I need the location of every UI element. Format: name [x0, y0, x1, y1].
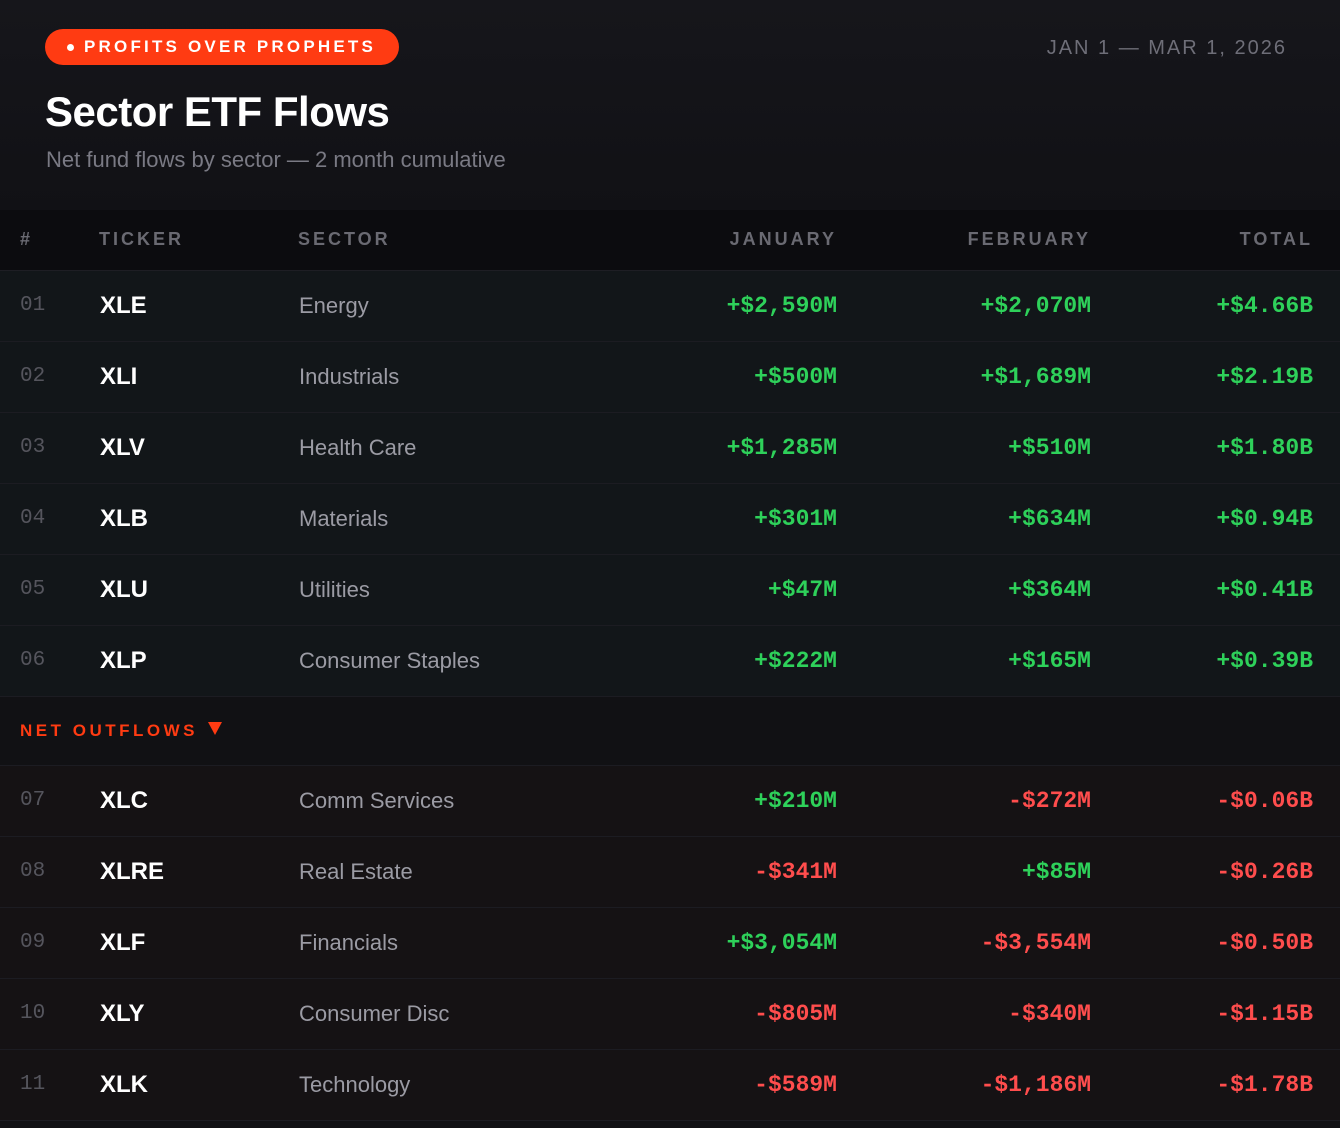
table-row: 05 XLU Utilities +$47M +$364M +$0.41B: [0, 554, 1340, 626]
column-header-january: JANUARY: [638, 210, 839, 271]
january-value: +$210M: [638, 765, 839, 837]
january-value: +$222M: [638, 625, 839, 697]
february-value: +$2,070M: [839, 270, 1091, 342]
january-value: -$589M: [638, 1049, 839, 1121]
flows-table: # TICKER SECTOR JANUARY FEBRUARY TOTAL 0…: [0, 210, 1340, 1121]
table-row: 07 XLC Comm Services +$210M -$272M -$0.06B: [0, 765, 1340, 837]
total-value: +$1.80B: [1091, 412, 1340, 484]
net-outflows-label: NET OUTFLOWS: [20, 720, 198, 740]
ticker-cell: XLF: [99, 907, 298, 979]
header: PROFITS OVER PROPHETS JAN 1 — MAR 1, 202…: [0, 0, 1340, 210]
table-row: 01 XLE Energy +$2,590M +$2,070M +$4.66B: [0, 270, 1340, 342]
rank-cell: 03: [0, 412, 99, 484]
january-value: -$341M: [638, 836, 839, 908]
february-value: -$1,186M: [839, 1049, 1091, 1121]
date-range: JAN 1 — MAR 1, 2026: [1046, 37, 1287, 59]
rank-cell: 01: [0, 270, 99, 342]
february-value: -$340M: [839, 978, 1091, 1050]
total-value: +$0.39B: [1091, 625, 1340, 697]
sector-cell: Industrials: [298, 341, 638, 413]
table-header-row: # TICKER SECTOR JANUARY FEBRUARY TOTAL: [0, 210, 1340, 271]
february-value: +$165M: [839, 625, 1091, 697]
ticker-cell: XLI: [99, 341, 298, 413]
rank-cell: 05: [0, 554, 99, 626]
total-value: -$0.06B: [1091, 765, 1340, 837]
ticker-cell: XLB: [99, 483, 298, 555]
brand-badge: PROFITS OVER PROPHETS: [45, 29, 400, 65]
section-divider: NET OUTFLOWS: [0, 696, 1340, 766]
sector-cell: Materials: [298, 483, 638, 555]
january-value: +$1,285M: [638, 412, 839, 484]
dot-icon: [67, 43, 74, 51]
rank-cell: 06: [0, 625, 99, 697]
column-header-rank: #: [0, 210, 99, 271]
net-outflows-section: NET OUTFLOWS: [0, 696, 1340, 766]
table-row: 10 XLY Consumer Disc -$805M -$340M -$1.15B: [0, 978, 1340, 1050]
february-value: -$3,554M: [839, 907, 1091, 979]
sector-cell: Consumer Staples: [298, 625, 638, 697]
sector-cell: Consumer Disc: [298, 978, 638, 1050]
total-value: +$2.19B: [1091, 341, 1340, 413]
table-body: 01 XLE Energy +$2,590M +$2,070M +$4.66B 02 XLI I…: [0, 270, 1340, 1121]
january-value: +$3,054M: [638, 907, 839, 979]
february-value: +$364M: [839, 554, 1091, 626]
sector-cell: Utilities: [298, 554, 638, 626]
january-value: -$805M: [638, 978, 839, 1050]
ticker-cell: XLC: [99, 765, 298, 837]
february-value: +$510M: [839, 412, 1091, 484]
table-row: 06 XLP Consumer Staples +$222M +$165M +$0.39B: [0, 625, 1340, 697]
january-value: +$47M: [638, 554, 839, 626]
rank-cell: 04: [0, 483, 99, 555]
page-title: Sector ETF Flows: [45, 88, 390, 135]
ticker-cell: XLK: [99, 1049, 298, 1121]
table-row: 09 XLF Financials +$3,054M -$3,554M -$0.50B: [0, 907, 1340, 979]
ticker-cell: XLV: [99, 412, 298, 484]
column-header-february: FEBRUARY: [839, 210, 1091, 271]
rank-cell: 07: [0, 765, 99, 837]
rank-cell: 02: [0, 341, 99, 413]
total-value: +$0.41B: [1091, 554, 1340, 626]
february-value: -$272M: [839, 765, 1091, 837]
february-value: +$85M: [839, 836, 1091, 908]
total-value: -$1.15B: [1091, 978, 1340, 1050]
sector-cell: Real Estate: [298, 836, 638, 908]
january-value: +$2,590M: [638, 270, 839, 342]
table-row: 04 XLB Materials +$301M +$634M +$0.94B: [0, 483, 1340, 555]
january-value: +$301M: [638, 483, 839, 555]
down-triangle-icon: [207, 721, 222, 735]
table-row: 11 XLK Technology -$589M -$1,186M -$1.78B: [0, 1049, 1340, 1121]
sector-cell: Comm Services: [298, 765, 638, 837]
sector-cell: Health Care: [298, 412, 638, 484]
table-row: 03 XLV Health Care +$1,285M +$510M +$1.80B: [0, 412, 1340, 484]
rank-cell: 09: [0, 907, 99, 979]
total-value: -$0.26B: [1091, 836, 1340, 908]
column-header-total: TOTAL: [1091, 210, 1340, 271]
column-header-ticker: TICKER: [99, 210, 298, 271]
column-header-sector: SECTOR: [298, 210, 638, 271]
total-value: -$0.50B: [1091, 907, 1340, 979]
ticker-cell: XLY: [99, 978, 298, 1050]
rank-cell: 10: [0, 978, 99, 1050]
total-value: +$4.66B: [1091, 270, 1340, 342]
rank-cell: 11: [0, 1049, 99, 1121]
ticker-cell: XLRE: [99, 836, 298, 908]
table-row: 02 XLI Industrials +$500M +$1,689M +$2.19B: [0, 341, 1340, 413]
january-value: +$500M: [638, 341, 839, 413]
ticker-cell: XLE: [99, 270, 298, 342]
total-value: -$1.78B: [1091, 1049, 1340, 1121]
february-value: +$634M: [839, 483, 1091, 555]
ticker-cell: XLP: [99, 625, 298, 697]
sector-cell: Technology: [298, 1049, 638, 1121]
sector-cell: Financials: [298, 907, 638, 979]
page-subtitle: Net fund flows by sector — 2 month cumul…: [46, 147, 506, 172]
brand-badge-label: PROFITS OVER PROPHETS: [84, 37, 377, 56]
ticker-cell: XLU: [99, 554, 298, 626]
rank-cell: 08: [0, 836, 99, 908]
total-value: +$0.94B: [1091, 483, 1340, 555]
table-row: 08 XLRE Real Estate -$341M +$85M -$0.26B: [0, 836, 1340, 908]
sector-cell: Energy: [298, 270, 638, 342]
february-value: +$1,689M: [839, 341, 1091, 413]
